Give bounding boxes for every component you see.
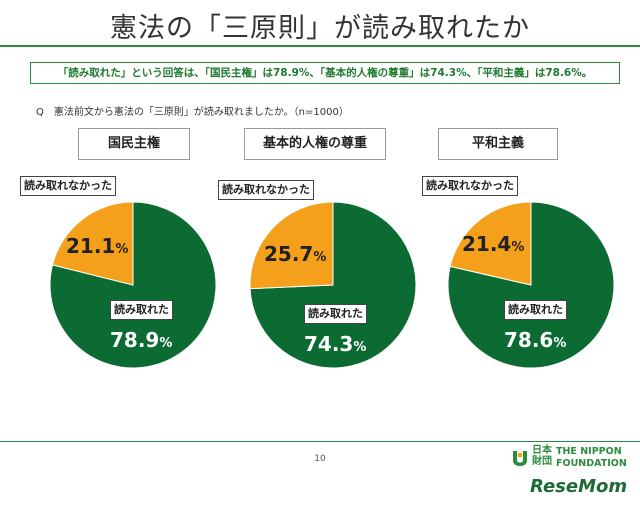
label-not-read: 読み取れなかった xyxy=(422,176,518,196)
pie-slice-not-read xyxy=(249,201,334,290)
value-read: 74.3% xyxy=(304,332,367,356)
pie-chart xyxy=(447,201,615,369)
pie-chart xyxy=(49,201,217,369)
pie-slice-read xyxy=(249,201,417,369)
logo-en-text: THE NIPPON FOUNDATION xyxy=(556,446,627,469)
nippon-foundation-logo: 日本財団 THE NIPPON FOUNDATION xyxy=(510,442,638,478)
chart-title: 平和主義 xyxy=(438,128,558,160)
chart-panel-heiwa-shugi: 平和主義 読み取れなかった 21.4% 読み取れた 78.6% xyxy=(422,128,615,378)
summary-box: 「読み取れた」という回答は、「国民主権」は78.9%、「基本的人権の尊重」は74… xyxy=(30,62,620,84)
chart-title: 国民主権 xyxy=(78,128,190,160)
watermark: ReseMom xyxy=(530,476,628,497)
logo-jp-text: 日本財団 xyxy=(532,445,552,467)
value-not-read: 25.7% xyxy=(264,242,327,266)
chart-panel-kihonteki-jinken: 基本的人権の尊重 読み取れなかった 25.7% 読み取れた 74.3% xyxy=(218,128,417,378)
page-number: 10 xyxy=(314,454,326,464)
label-read: 読み取れた xyxy=(504,300,567,320)
chart-title: 基本的人権の尊重 xyxy=(244,128,386,160)
label-not-read: 読み取れなかった xyxy=(218,180,314,200)
chart-panel-kokumin-shuken: 国民主権 読み取れなかった 21.1% 読み取れた 78.9% xyxy=(20,128,217,378)
label-read: 読み取れた xyxy=(304,304,367,324)
label-read: 読み取れた xyxy=(110,300,173,320)
title-divider xyxy=(0,45,640,47)
value-read: 78.6% xyxy=(504,328,567,352)
value-read: 78.9% xyxy=(110,328,173,352)
question-text: Q 憲法前文から憲法の「三原則」が読み取れましたか。（n=1000） xyxy=(36,107,349,118)
value-not-read: 21.4% xyxy=(462,232,525,256)
page-title: 憲法の「三原則」が読み取れたか xyxy=(110,13,530,44)
pie-slice-not-read xyxy=(449,201,532,286)
label-not-read: 読み取れなかった xyxy=(20,176,116,196)
foundation-mark-icon xyxy=(513,451,527,466)
value-not-read: 21.1% xyxy=(66,234,129,258)
footer-divider xyxy=(0,441,640,442)
pie-chart xyxy=(249,201,417,369)
pie-slice-not-read xyxy=(51,201,134,286)
